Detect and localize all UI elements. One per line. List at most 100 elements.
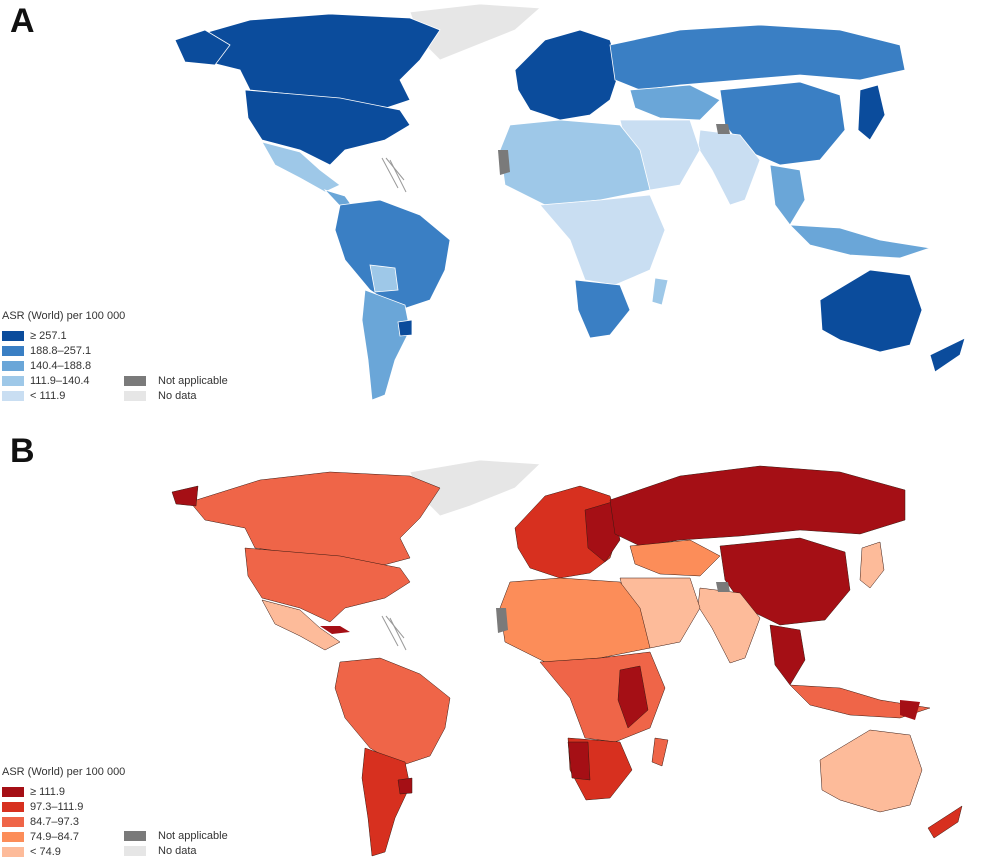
legend-item: Not applicable bbox=[124, 373, 228, 388]
region-south-america-south bbox=[361, 747, 411, 857]
legend-item: Not applicable bbox=[124, 828, 228, 843]
region-east-africa bbox=[617, 665, 649, 729]
region-south-america-south bbox=[361, 289, 411, 401]
legend-label: 140.4–188.8 bbox=[30, 359, 92, 372]
region-south-america-north bbox=[334, 199, 451, 311]
legend: ASR (World) per 100 000 ≥ 257.1 188.8–25… bbox=[2, 310, 125, 403]
legend-label: ≥ 111.9 bbox=[30, 785, 65, 798]
region-new-zealand bbox=[927, 805, 963, 839]
map-panel-b: B ASR (World) per 100 000 ≥ 111.9 97.3–1… bbox=[0, 430, 1000, 861]
legend-label: Not applicable bbox=[158, 829, 228, 842]
region-central-africa bbox=[539, 194, 666, 286]
legend-item: ≥ 111.9 bbox=[2, 784, 125, 799]
region-southern-africa bbox=[574, 279, 631, 339]
legend-swatch bbox=[124, 390, 146, 401]
legend-label: 111.9–140.4 bbox=[30, 374, 90, 387]
legend-swatch bbox=[2, 786, 24, 797]
legend-swatch bbox=[2, 360, 24, 371]
legend-swatch bbox=[2, 390, 24, 401]
legend-item: ≥ 257.1 bbox=[2, 328, 125, 343]
legend: ASR (World) per 100 000 ≥ 111.9 97.3–111… bbox=[2, 766, 125, 859]
region-australia bbox=[819, 269, 923, 353]
region-china bbox=[719, 81, 846, 166]
region-india bbox=[697, 129, 761, 206]
region-bolivia bbox=[369, 264, 399, 293]
legend-item: No data bbox=[124, 388, 228, 403]
region-india bbox=[697, 587, 761, 664]
legend-swatch bbox=[2, 375, 24, 386]
region-japan bbox=[857, 84, 886, 141]
legend-label: No data bbox=[158, 844, 197, 857]
region-alaska bbox=[174, 29, 231, 66]
region-mexico bbox=[261, 599, 341, 651]
region-canada bbox=[179, 13, 441, 111]
region-australia bbox=[819, 729, 923, 813]
region-western-sahara-na bbox=[498, 150, 510, 175]
legend-swatch bbox=[2, 816, 24, 827]
legend-swatch bbox=[124, 375, 146, 386]
region-uruguay bbox=[397, 319, 413, 337]
caribbean-callouts bbox=[381, 157, 407, 193]
region-central-africa bbox=[539, 651, 666, 743]
legend-label: Not applicable bbox=[158, 374, 228, 387]
region-western-sahara-na bbox=[496, 608, 508, 633]
legend-label: < 111.9 bbox=[30, 389, 66, 402]
legend-label: No data bbox=[158, 389, 197, 402]
region-madagascar bbox=[651, 737, 669, 767]
legend-extra: Not applicable No data bbox=[124, 373, 228, 403]
region-south-america-north bbox=[334, 657, 451, 767]
region-japan bbox=[859, 541, 885, 589]
region-kashmir-na bbox=[716, 582, 730, 592]
legend-label: 188.8–257.1 bbox=[30, 344, 92, 357]
legend-swatch bbox=[124, 845, 146, 856]
legend-label: < 74.9 bbox=[30, 845, 61, 858]
legend-swatch bbox=[2, 846, 24, 857]
legend-label: 74.9–84.7 bbox=[30, 830, 79, 843]
legend-item: 140.4–188.8 bbox=[2, 358, 125, 373]
legend-item: 97.3–111.9 bbox=[2, 799, 125, 814]
region-central-asia bbox=[629, 539, 721, 577]
region-alaska bbox=[171, 485, 199, 507]
region-china bbox=[719, 537, 851, 626]
legend-item: 111.9–140.4 bbox=[2, 373, 125, 388]
legend-item: 84.7–97.3 bbox=[2, 814, 125, 829]
region-russia bbox=[609, 465, 906, 547]
caribbean-callouts bbox=[381, 615, 407, 651]
region-papua bbox=[900, 700, 920, 720]
region-namibia bbox=[567, 741, 591, 781]
region-new-zealand bbox=[929, 337, 966, 373]
legend-swatch bbox=[124, 830, 146, 841]
world-map-a bbox=[174, 3, 966, 401]
region-southeast-asia bbox=[769, 164, 806, 226]
legend-swatch bbox=[2, 801, 24, 812]
region-russia bbox=[609, 24, 906, 91]
map-panel-a: A ASR (World) per 100 000 ≥ 257.1 188.8–… bbox=[0, 0, 1000, 430]
legend-title: ASR (World) per 100 000 bbox=[2, 766, 126, 778]
region-usa bbox=[244, 89, 411, 166]
region-indonesia bbox=[788, 224, 931, 259]
region-southeast-asia bbox=[769, 624, 806, 686]
legend-label: 84.7–97.3 bbox=[30, 815, 79, 828]
region-europe bbox=[514, 29, 621, 121]
panel-label: B bbox=[10, 432, 35, 470]
legend-extra: Not applicable No data bbox=[124, 828, 228, 858]
legend-swatch bbox=[2, 345, 24, 356]
region-mexico bbox=[261, 141, 341, 193]
legend-title: ASR (World) per 100 000 bbox=[2, 310, 126, 322]
legend-item: 188.8–257.1 bbox=[2, 343, 125, 358]
region-canada bbox=[189, 471, 441, 567]
legend-item: 74.9–84.7 bbox=[2, 829, 125, 844]
region-eastern-europe bbox=[584, 501, 621, 563]
region-cuba bbox=[320, 626, 350, 634]
legend-item: < 111.9 bbox=[2, 388, 125, 403]
region-usa bbox=[244, 547, 411, 623]
panel-label: A bbox=[10, 2, 35, 40]
region-kashmir-na bbox=[716, 124, 730, 134]
region-madagascar bbox=[651, 277, 669, 306]
region-uruguay bbox=[397, 777, 413, 795]
legend-item: < 74.9 bbox=[2, 844, 125, 859]
region-central-asia bbox=[629, 84, 721, 121]
legend-item: No data bbox=[124, 843, 228, 858]
legend-swatch bbox=[2, 831, 24, 842]
legend-label: ≥ 257.1 bbox=[30, 329, 67, 342]
